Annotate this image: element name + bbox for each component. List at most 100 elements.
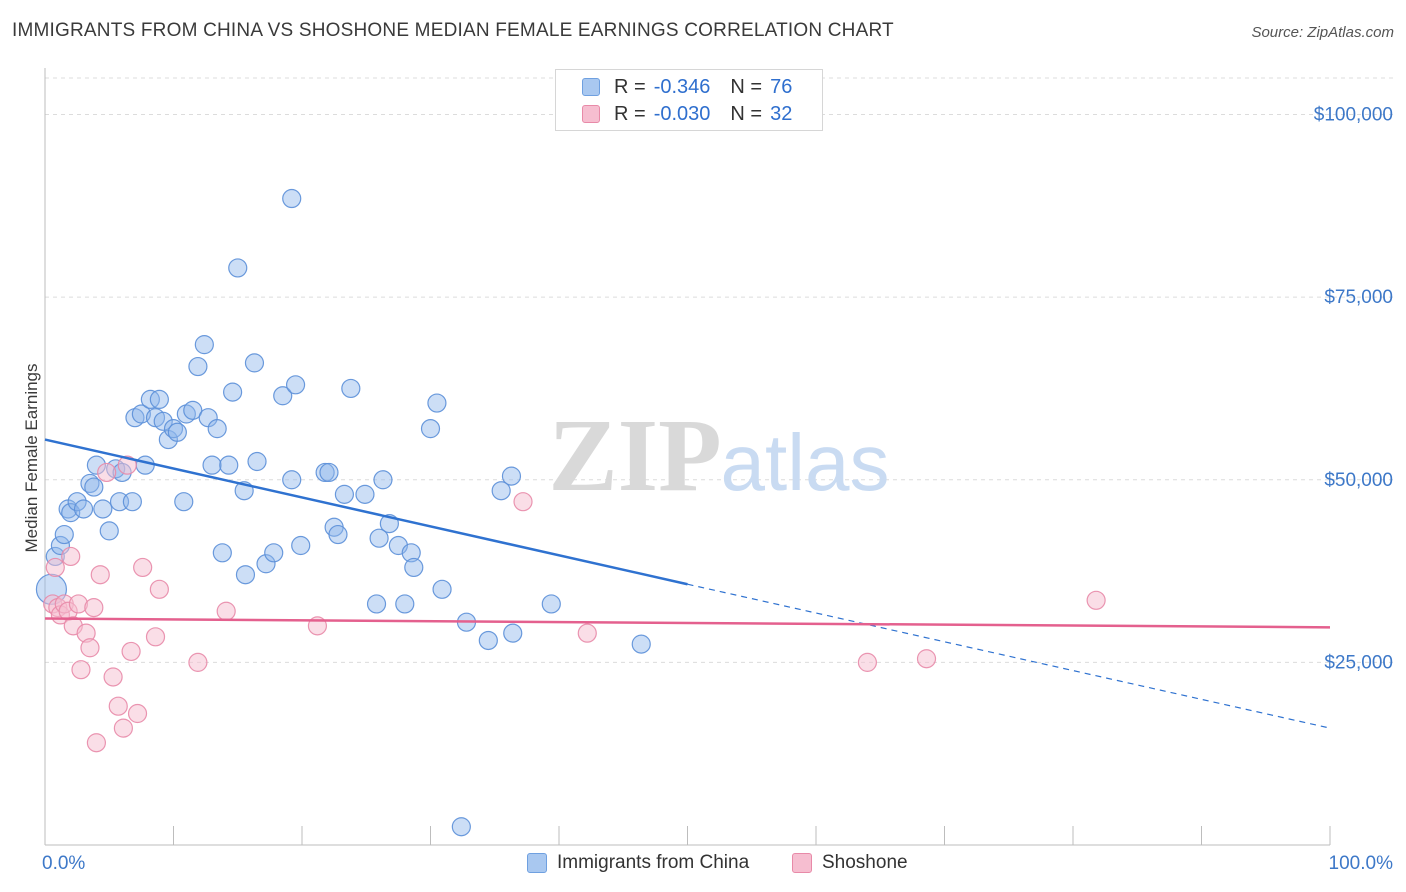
series-legend-shoshone[interactable]: Shoshone <box>792 852 908 874</box>
series-china-points <box>35 188 651 837</box>
data-point <box>395 594 415 614</box>
data-point <box>45 557 65 578</box>
trend-line-china-extension <box>687 583 1331 729</box>
y-axis-label: Median Female Earnings <box>22 364 41 553</box>
data-point <box>122 492 142 512</box>
data-point <box>149 579 169 599</box>
series-label-shoshone: Shoshone <box>822 852 908 873</box>
legend-n-label: N = <box>730 75 763 98</box>
data-point <box>282 470 302 490</box>
data-point <box>513 492 533 512</box>
data-point <box>328 524 348 545</box>
series-swatch-china <box>527 853 547 873</box>
series-shoshone-points <box>43 455 1106 753</box>
data-point <box>501 466 522 486</box>
data-point <box>503 623 523 643</box>
data-point <box>916 649 937 669</box>
data-point <box>264 543 284 563</box>
data-point <box>145 627 166 647</box>
data-point <box>149 389 169 410</box>
y-tick-label: $50,000 <box>1324 470 1393 491</box>
legend-r-value: -0.346 <box>653 75 711 98</box>
data-point <box>319 462 339 483</box>
data-point <box>355 484 375 504</box>
data-point <box>857 652 878 672</box>
x-tick-labels: 0.0% 100.0% <box>42 853 1393 874</box>
y-tick-label: $75,000 <box>1324 287 1393 308</box>
data-point <box>366 594 387 614</box>
data-point <box>113 718 133 738</box>
data-point <box>244 353 265 373</box>
data-point <box>373 470 393 490</box>
data-point <box>61 546 81 567</box>
data-point <box>1086 590 1106 610</box>
legend-r-label: R = <box>614 75 646 98</box>
y-tick-label: $25,000 <box>1324 652 1393 673</box>
data-point <box>84 477 104 497</box>
source-label: Source: ZipAtlas.com <box>1251 24 1394 41</box>
series-swatch-shoshone <box>792 853 812 873</box>
data-point <box>73 499 94 519</box>
y-tick-labels: $25,000 $50,000 $75,000 $100,000 <box>1314 105 1393 674</box>
data-point <box>273 386 293 406</box>
data-point <box>256 554 276 574</box>
data-point <box>341 378 361 399</box>
legend-r-label: R = <box>614 102 646 125</box>
legend-n-value: 76 <box>770 75 793 98</box>
data-point <box>117 455 137 475</box>
data-point <box>188 356 208 377</box>
data-point <box>93 499 113 519</box>
data-point <box>61 503 81 523</box>
data-point <box>285 375 306 395</box>
data-point <box>369 528 389 548</box>
data-point <box>420 419 441 439</box>
data-points <box>35 188 1106 837</box>
data-point <box>404 557 424 578</box>
data-point <box>207 419 227 439</box>
data-point <box>135 455 155 475</box>
data-point <box>334 484 355 504</box>
data-point <box>176 404 196 424</box>
data-point <box>84 597 104 618</box>
data-point <box>194 335 214 355</box>
legend-n-value: 32 <box>770 102 793 125</box>
series-legend-china[interactable]: Immigrants from China <box>527 852 749 874</box>
legend: R = -0.346 N = 76 R = -0.030 N = 32 <box>555 69 823 131</box>
data-point <box>80 473 100 494</box>
data-point <box>478 630 498 651</box>
data-point <box>427 393 447 413</box>
legend-n-label: N = <box>730 102 763 125</box>
data-point <box>67 492 87 512</box>
data-point <box>71 660 91 680</box>
data-point <box>451 817 471 837</box>
x-tick-label: 100.0% <box>1329 853 1394 874</box>
data-point <box>127 703 148 724</box>
series-legend: Immigrants from China Shoshone <box>0 852 1406 878</box>
watermark: ZIP atlas <box>548 398 889 513</box>
chart-title: IMMIGRANTS FROM CHINA VS SHOSHONE MEDIAN… <box>12 20 894 41</box>
data-point <box>216 601 236 621</box>
data-point <box>188 652 208 672</box>
data-point <box>183 400 203 420</box>
data-point <box>247 451 267 472</box>
y-tick-label: $100,000 <box>1314 105 1393 126</box>
data-point <box>228 258 248 278</box>
data-point <box>133 557 153 578</box>
data-point <box>202 455 222 475</box>
legend-r-value: -0.030 <box>653 102 711 125</box>
data-point <box>491 481 511 501</box>
data-point <box>167 422 187 442</box>
data-point <box>103 667 123 687</box>
data-point <box>577 623 597 643</box>
data-point <box>90 565 110 585</box>
series-label-china: Immigrants from China <box>557 852 750 873</box>
data-point <box>163 419 184 439</box>
x-tick-label: 0.0% <box>42 853 85 874</box>
data-point <box>99 521 119 541</box>
data-point <box>86 733 107 753</box>
legend-row-shoshone: R = -0.030 N = 32 <box>582 101 792 127</box>
legend-row-china: R = -0.346 N = 76 <box>582 74 792 100</box>
data-point <box>80 638 100 658</box>
data-point <box>212 543 232 563</box>
